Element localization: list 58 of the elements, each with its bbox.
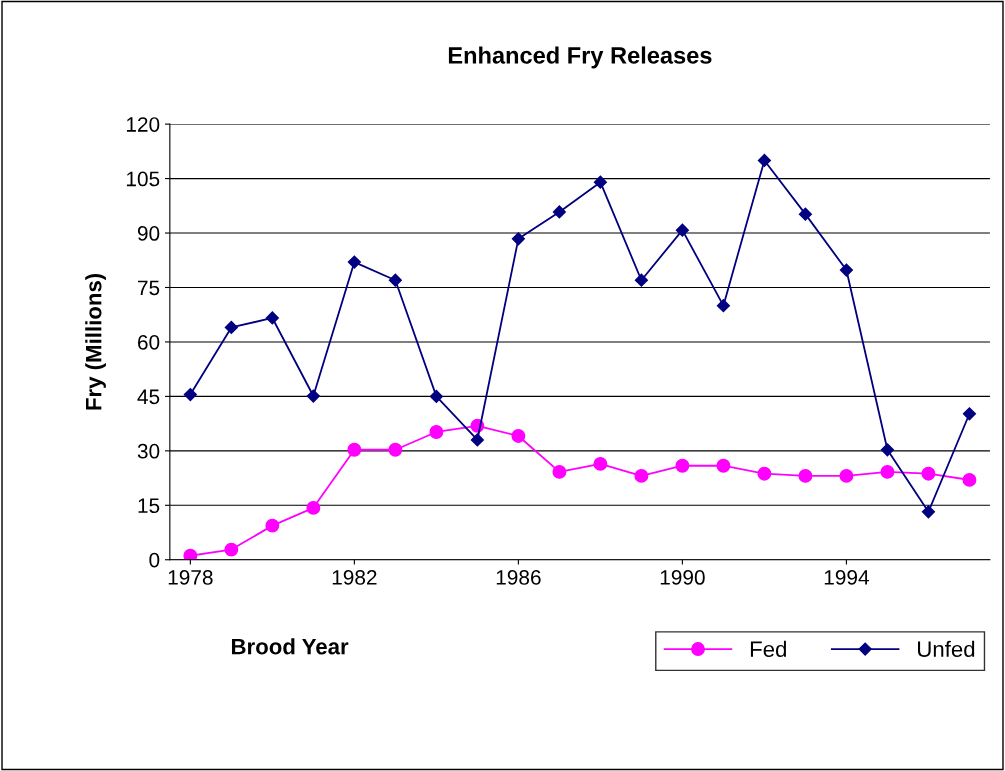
point: [593, 456, 608, 471]
point: [388, 442, 403, 457]
point: [675, 223, 689, 237]
point: [962, 472, 977, 487]
point: [224, 320, 238, 335]
point: [839, 468, 854, 483]
point: [388, 273, 402, 287]
point: [880, 464, 895, 479]
x-tick-label: 1994: [824, 570, 869, 585]
point: [921, 505, 936, 519]
point: [347, 442, 362, 457]
chart-title: Enhanced Fry Releases: [448, 46, 712, 69]
point: [470, 433, 484, 447]
y-tick-label: 45: [137, 389, 160, 405]
y-tick-label: 60: [138, 334, 160, 350]
point: [429, 389, 443, 403]
point: [511, 232, 525, 246]
point: [306, 389, 320, 403]
x-tick-label: 1986: [496, 570, 541, 585]
point: [511, 429, 526, 443]
y-tick-label: 75: [138, 280, 160, 296]
point: [634, 273, 648, 287]
point: [839, 263, 853, 277]
x-axis-title: Brood Year: [231, 638, 349, 655]
legend-label: Unfed: [918, 640, 975, 658]
y-tick-label: 0: [149, 552, 160, 568]
point: [757, 466, 772, 481]
point: [593, 175, 607, 189]
point: [962, 407, 977, 421]
point: [265, 311, 279, 325]
point: [306, 500, 321, 515]
point: [183, 387, 197, 402]
point: [347, 255, 361, 269]
point: [880, 443, 895, 457]
point: [183, 548, 198, 560]
y-axis-title: Fry (Millions): [85, 273, 106, 410]
y-tick-label: 90: [137, 226, 160, 241]
y-tick-label: 15: [138, 498, 160, 514]
point: [757, 153, 771, 168]
x-tick-label: 1982: [332, 570, 377, 585]
y-tick-label: 105: [126, 171, 160, 187]
point: [224, 542, 239, 557]
point: [552, 464, 567, 479]
y-tick-label: 30: [137, 443, 160, 459]
point: [921, 466, 936, 481]
point: [675, 458, 690, 473]
point: [634, 468, 649, 483]
x-tick-label: 1978: [168, 570, 213, 585]
point: [798, 468, 813, 483]
y-tick-label: 120: [126, 117, 160, 132]
x-tick-label: 1990: [660, 570, 705, 585]
point: [716, 299, 730, 313]
point: [265, 518, 280, 533]
point: [429, 425, 444, 439]
point: [716, 458, 731, 473]
legend-label: Fed: [750, 640, 786, 658]
point: [798, 207, 812, 221]
point: [552, 205, 566, 219]
